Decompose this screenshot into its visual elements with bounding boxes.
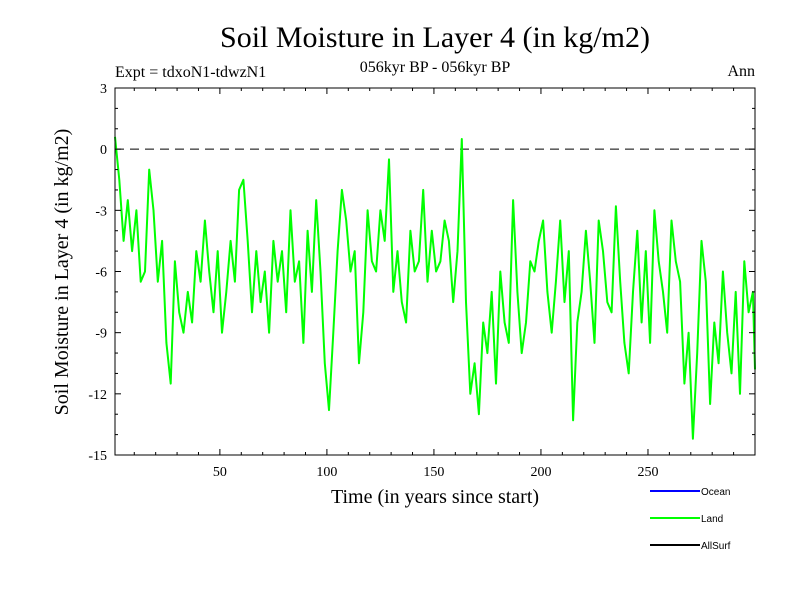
- y-tick-label: -9: [95, 327, 107, 342]
- x-tick-label: 100: [316, 465, 337, 480]
- legend-label-allsurf: AllSurf: [701, 541, 731, 552]
- x-tick-label: 250: [637, 465, 658, 480]
- legend: Ocean Land AllSurf: [650, 487, 731, 552]
- series-line-land: [114, 136, 756, 440]
- y-tick-label: 3: [100, 82, 107, 97]
- y-tick-label: 0: [100, 143, 107, 158]
- season-label: Ann: [727, 63, 755, 80]
- period-label: 056kyr BP - 056kyr BP: [360, 59, 511, 76]
- x-tick-label: 200: [530, 465, 551, 480]
- data-series-group: [114, 136, 756, 440]
- chart-title: Soil Moisture in Layer 4 (in kg/m2): [220, 21, 650, 54]
- plot-frame: [114, 87, 756, 456]
- y-tick-label: -12: [88, 388, 107, 403]
- y-tick-label: -6: [95, 266, 107, 281]
- y-axis-label: Soil Moisture in Layer 4 (in kg/m2): [51, 129, 73, 416]
- experiment-label: Expt = tdxoN1-tdwzN1: [115, 64, 266, 81]
- legend-label-land: Land: [701, 514, 723, 525]
- legend-label-ocean: Ocean: [701, 487, 730, 498]
- tick-group: 3 0 -3 -6 -9 -12 -15 50 100 150 200 250: [88, 82, 755, 480]
- plot-frame-group: [114, 87, 756, 456]
- x-axis-label: Time (in years since start): [331, 486, 539, 508]
- y-tick-label: -15: [88, 449, 107, 464]
- x-tick-label: 150: [423, 465, 444, 480]
- y-tick-label: -3: [95, 204, 107, 219]
- x-tick-label: 50: [213, 465, 227, 480]
